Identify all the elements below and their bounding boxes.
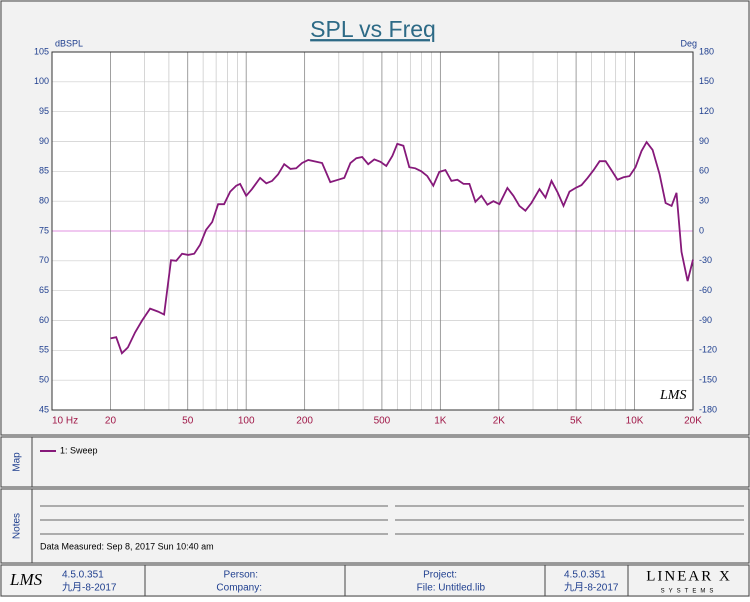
series-line (110, 140, 694, 355)
y2-tick-label: 120 (699, 106, 714, 116)
y2-tick-label: 90 (699, 136, 709, 146)
y-tick-label: 50 (39, 375, 49, 385)
map-panel (0, 436, 750, 488)
y-tick-label: 60 (39, 315, 49, 325)
map-label: Map (12, 452, 23, 472)
version: 4.5.0.351 (62, 570, 104, 581)
x-tick-label: 2K (493, 416, 506, 427)
data-measured: Data Measured: Sep 8, 2017 Sun 10:40 am (40, 541, 214, 551)
date: 九月-8-2017 (564, 582, 619, 594)
footer-dividers (144, 565, 629, 596)
y-tick-label: 90 (39, 136, 49, 146)
y-tick-label: 105 (34, 46, 49, 56)
x-tick-label: 20K (684, 416, 702, 427)
watermark: LMS (659, 388, 686, 403)
file: File: Untitled.lib (417, 583, 486, 594)
x-tick-label: 10 Hz (52, 416, 78, 427)
footer (0, 564, 750, 597)
legend-label: 1: Sweep (60, 445, 98, 455)
y2-tick-label: 180 (699, 46, 714, 56)
brand-sub: SYSTEMS (661, 589, 718, 595)
y2-tick-label: -180 (699, 404, 717, 414)
y2-axis-label: Deg (680, 38, 697, 48)
y2-tick-label: 150 (699, 76, 714, 86)
note-lines (40, 505, 744, 535)
plot-border (51, 51, 694, 411)
y2-tick-label: -150 (699, 375, 717, 385)
y-tick-label: 55 (39, 345, 49, 355)
y-tick-label: 45 (39, 404, 49, 414)
y2-tick-label: -30 (699, 255, 712, 265)
y-tick-label: 65 (39, 285, 49, 295)
y-tick-label: 95 (39, 106, 49, 116)
notes-label: Notes (12, 513, 23, 539)
y2-tick-label: -60 (699, 285, 712, 295)
y-tick-label: 75 (39, 225, 49, 235)
y-tick-label: 80 (39, 196, 49, 206)
company: Company: (216, 583, 262, 594)
x-tick-label: 50 (182, 416, 194, 427)
y2-tick-label: 30 (699, 196, 709, 206)
x-tick-label: 5K (570, 416, 583, 427)
x-tick-label: 200 (296, 416, 313, 427)
y-tick-label: 85 (39, 166, 49, 176)
brand: LINEAR X (646, 568, 732, 584)
y2-tick-label: 60 (699, 166, 709, 176)
project: Project: (423, 570, 457, 581)
y2-tick-label: -120 (699, 345, 717, 355)
logo: LMS (9, 570, 43, 589)
notes-panel (0, 488, 750, 564)
x-tick-label: 20 (105, 416, 117, 427)
date: 九月-8-2017 (62, 582, 117, 594)
y-tick-label: 100 (34, 76, 49, 86)
person: Person: (224, 570, 258, 581)
plot: 45 50 55 60 65 70 75 80 85 90 95 100 105 -180 -150 -120… (34, 46, 717, 426)
y-tick-label: 70 (39, 255, 49, 265)
x-tick-label: 100 (238, 416, 255, 427)
x-tick-label: 500 (374, 416, 391, 427)
chart-title: SPL vs Freq (310, 16, 436, 42)
y2-tick-label: -90 (699, 315, 712, 325)
version: 4.5.0.351 (564, 570, 606, 581)
y2-tick-label: 0 (699, 225, 704, 235)
y-axis-label: dBSPL (55, 38, 83, 48)
x-tick-label: 1K (434, 416, 447, 427)
x-tick-label: 10K (626, 416, 644, 427)
